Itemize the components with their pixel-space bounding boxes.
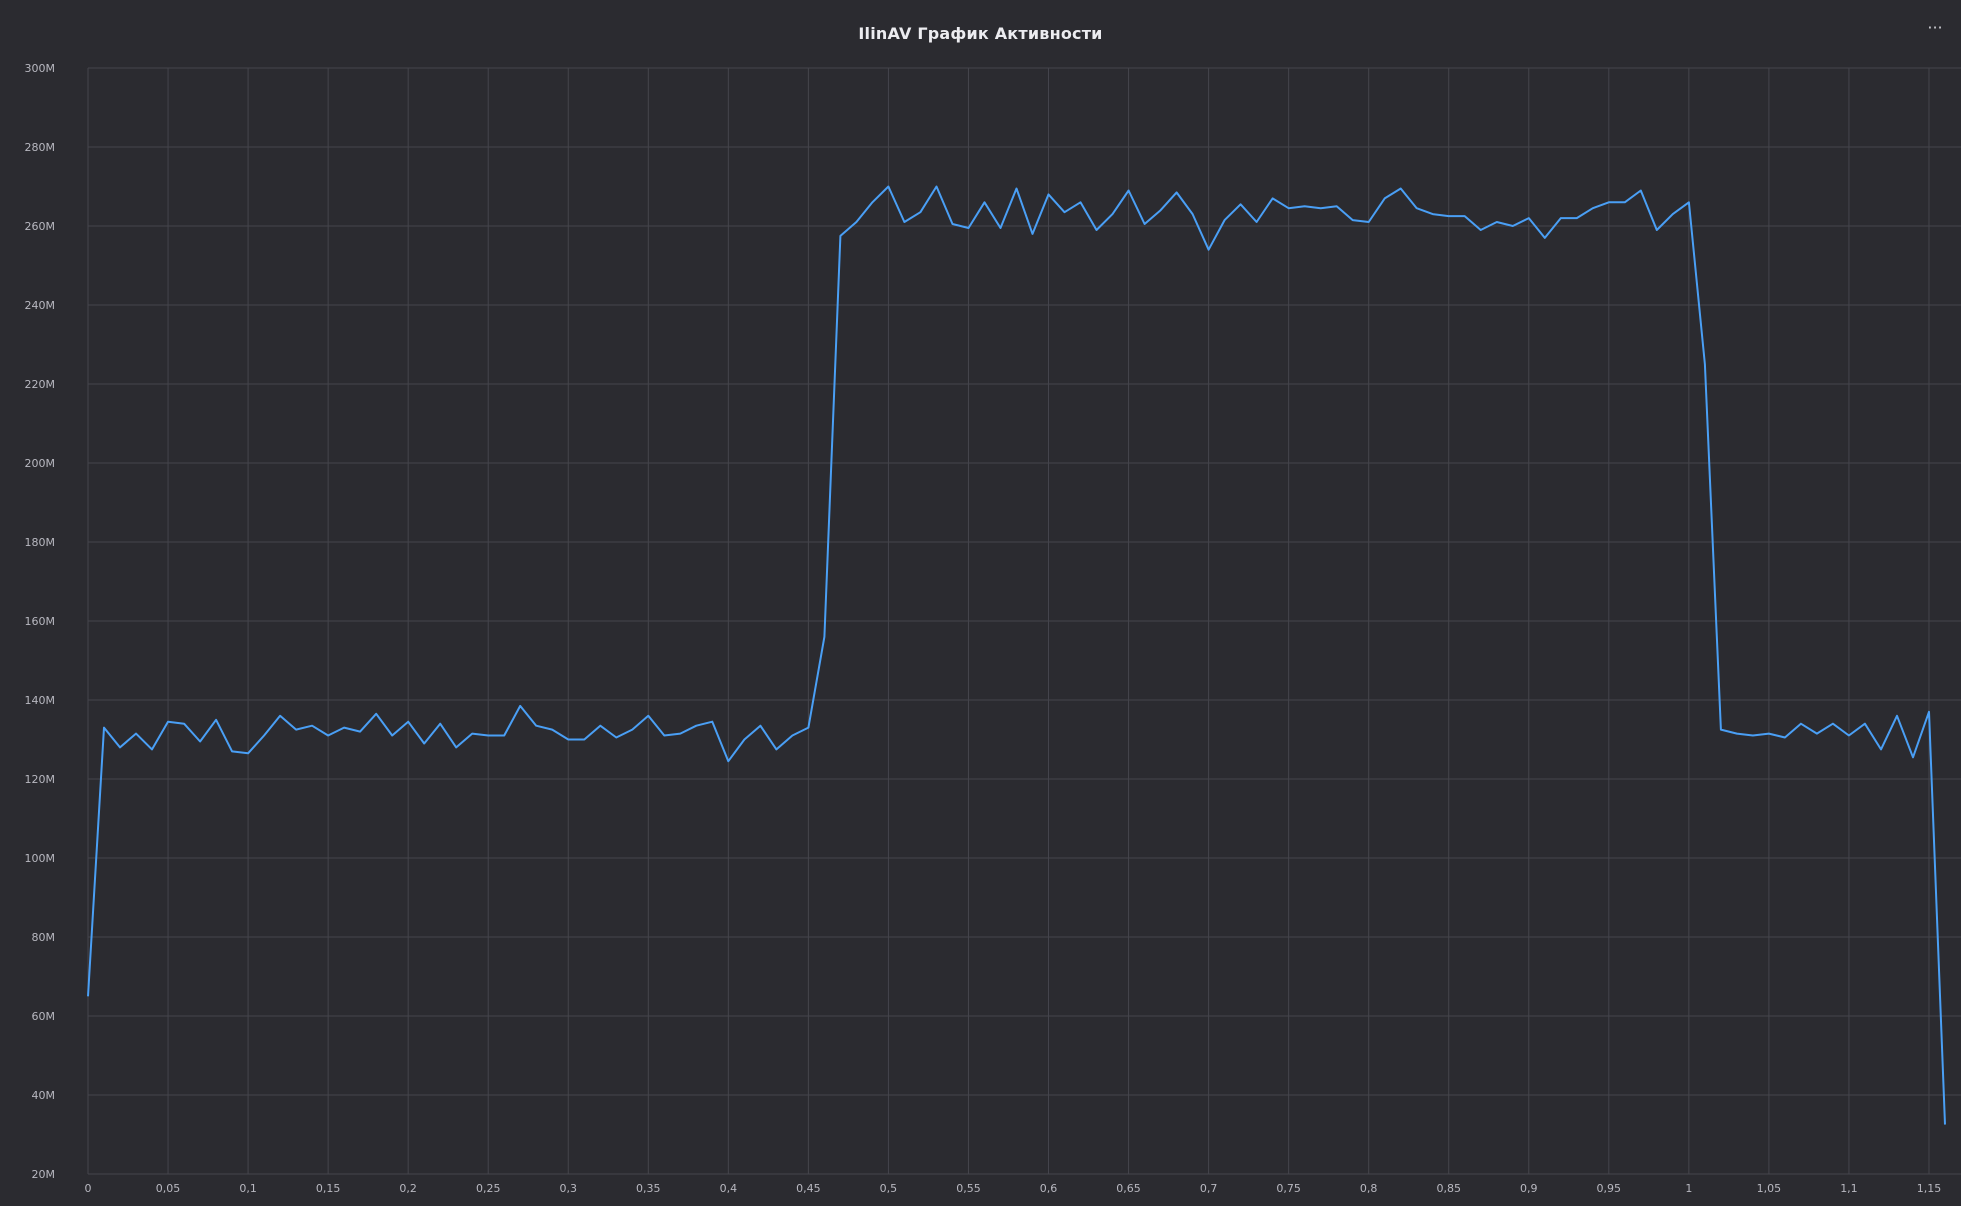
- x-tick-label: 1: [1685, 1182, 1692, 1195]
- x-tick-label: 1,15: [1917, 1182, 1942, 1195]
- x-tick-label: 0,85: [1436, 1182, 1461, 1195]
- y-tick-label: 40M: [32, 1089, 56, 1102]
- x-tick-label: 0,65: [1116, 1182, 1141, 1195]
- x-tick-label: 0,2: [399, 1182, 417, 1195]
- x-tick-label: 0,6: [1040, 1182, 1058, 1195]
- grid-vertical: [87, 68, 1930, 1174]
- series-line: [87, 185, 1946, 1125]
- x-tick-label: 0,35: [636, 1182, 661, 1195]
- x-tick-label: 0,3: [560, 1182, 578, 1195]
- series-group: [87, 185, 1946, 1125]
- y-tick-label: 240M: [25, 299, 56, 312]
- chart-title: IlinAV График Активности: [858, 24, 1103, 43]
- x-tick-label: 0,25: [476, 1182, 501, 1195]
- x-tick-label: 0,8: [1360, 1182, 1378, 1195]
- x-tick-label: 0,45: [796, 1182, 821, 1195]
- y-tick-label: 260M: [25, 220, 56, 233]
- x-tick-label: 0,05: [156, 1182, 181, 1195]
- x-tick-label: 1,1: [1840, 1182, 1858, 1195]
- y-tick-label: 200M: [25, 457, 56, 470]
- x-tick-label: 0,4: [720, 1182, 738, 1195]
- more-dots-icon: ···: [1927, 18, 1943, 37]
- y-tick-label: 140M: [25, 694, 56, 707]
- y-tick-label: 120M: [25, 773, 56, 786]
- x-tick-label: 1,05: [1757, 1182, 1782, 1195]
- y-tick-label: 180M: [25, 536, 56, 549]
- x-tick-label: 0: [85, 1182, 92, 1195]
- y-tick-label: 160M: [25, 615, 56, 628]
- y-tick-label: 80M: [32, 931, 56, 944]
- x-tick-label: 0,15: [316, 1182, 341, 1195]
- panel-menu-button[interactable]: ···: [1923, 20, 1947, 40]
- y-tick-label: 300M: [25, 62, 56, 75]
- y-tick-label: 220M: [25, 378, 56, 391]
- y-tick-label: 20M: [32, 1168, 56, 1181]
- x-tick-label: 0,55: [956, 1182, 981, 1195]
- y-tick-label: 60M: [32, 1010, 56, 1023]
- x-tick-label: 0,1: [239, 1182, 257, 1195]
- x-tick-label: 0,95: [1597, 1182, 1622, 1195]
- x-tick-label: 0,75: [1276, 1182, 1301, 1195]
- x-axis-labels: 0 0,05 0,1 0,15 0,2 0,25 0,3 0,35 0,4 0,45 0,5 0,55…: [85, 1182, 1942, 1195]
- grid-horizontal: [88, 67, 1961, 1175]
- y-axis-labels: 20M 40M 60M 80M 100M 120M 140M 160M 180M 200M 220M…: [25, 62, 56, 1181]
- y-tick-label: 280M: [25, 141, 56, 154]
- x-tick-label: 0,5: [880, 1182, 898, 1195]
- y-tick-label: 100M: [25, 852, 56, 865]
- x-tick-label: 0,9: [1520, 1182, 1538, 1195]
- x-tick-label: 0,7: [1200, 1182, 1218, 1195]
